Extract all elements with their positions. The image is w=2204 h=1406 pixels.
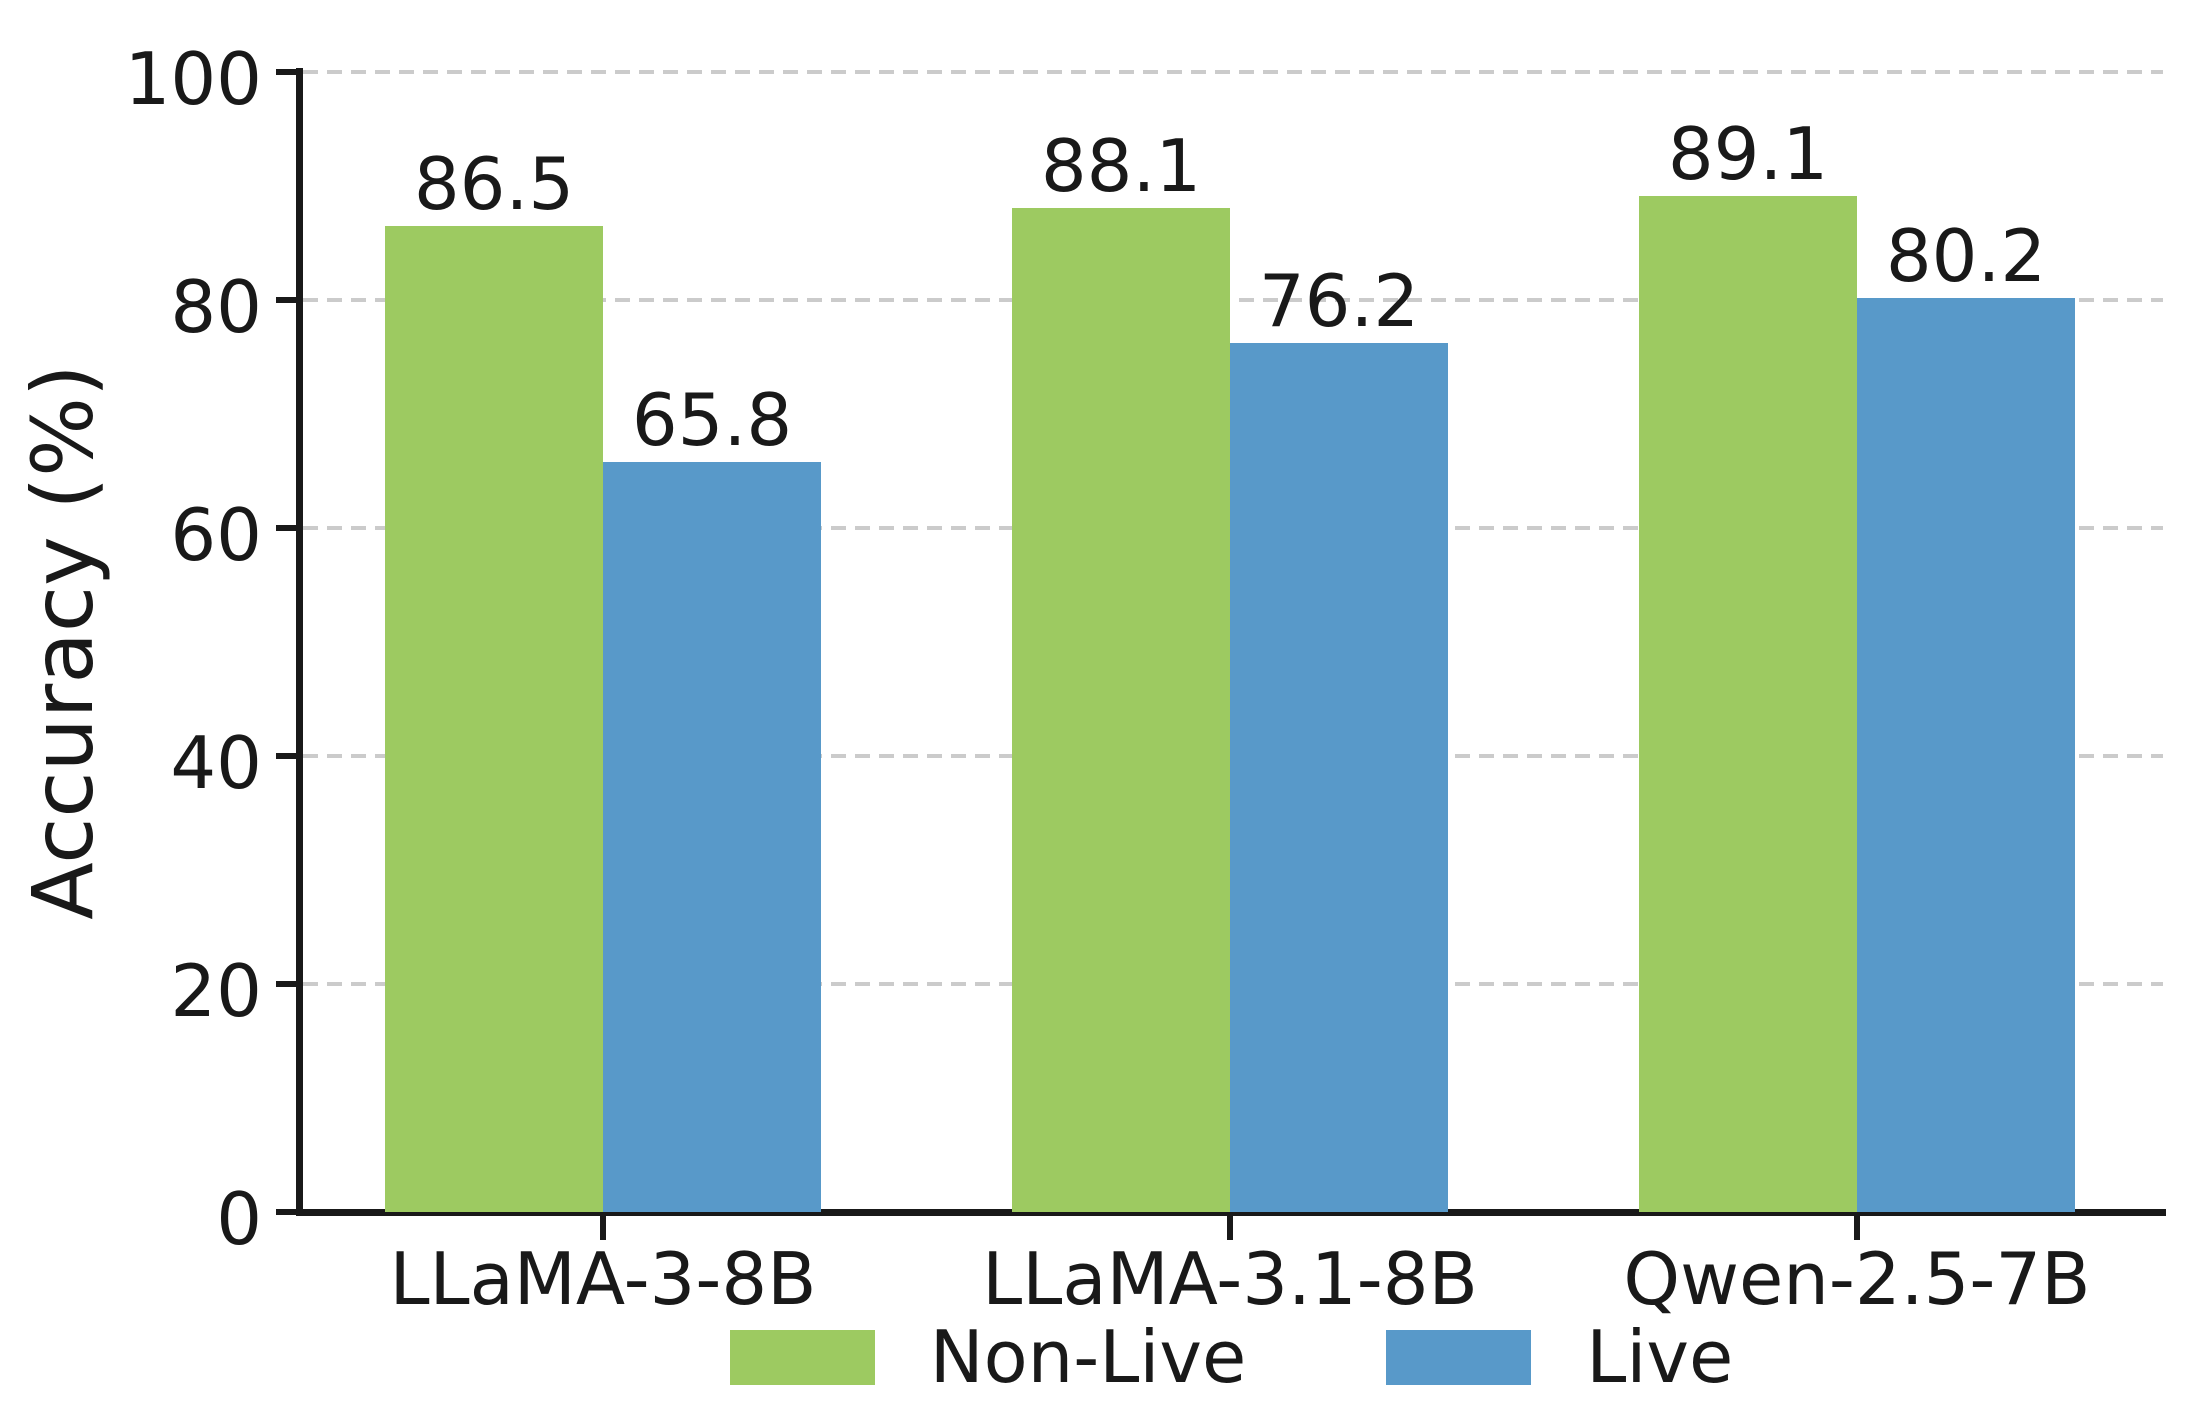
y-tick-label-20: 20 (170, 949, 262, 1033)
value-label-live-llama-3-8b: 65.8 (631, 377, 793, 462)
legend: Non-Live Live (300, 1315, 2163, 1399)
y-tick-label-100: 100 (124, 37, 262, 121)
bar-non-live-qwen-2-5-7b (1639, 196, 1857, 1212)
value-label-non-live-qwen-2-5-7b: 89.1 (1667, 112, 1829, 197)
gridline-100 (303, 70, 2163, 74)
x-tick-qwen-2-5-7b (1854, 1216, 1860, 1240)
value-label-live-llama-3-1-8b: 76.2 (1258, 259, 1420, 344)
y-axis-spine (296, 68, 303, 1216)
legend-label-non-live: Non-Live (929, 1315, 1247, 1399)
y-tick-label-60: 60 (170, 493, 262, 577)
bar-live-llama-3-1-8b (1230, 343, 1448, 1212)
x-tick-label-llama-3-8b: LLaMA-3-8B (389, 1237, 817, 1321)
value-label-live-qwen-2-5-7b: 80.2 (1885, 213, 2047, 298)
legend-item-non-live: Non-Live (729, 1315, 1247, 1399)
gridline-80 (303, 298, 2163, 302)
legend-item-live: Live (1386, 1321, 1733, 1393)
value-label-non-live-llama-3-1-8b: 88.1 (1040, 123, 1202, 208)
x-tick-label-qwen-2-5-7b: Qwen-2.5-7B (1623, 1237, 2091, 1321)
bar-non-live-llama-3-1-8b (1012, 207, 1230, 1212)
x-tick-llama-3-8b (600, 1216, 606, 1240)
y-tick-0 (276, 1209, 296, 1215)
y-tick-80 (276, 297, 296, 303)
value-label-non-live-llama-3-8b: 86.5 (413, 141, 575, 226)
y-tick-60 (276, 525, 296, 531)
x-axis-spine (296, 1209, 2166, 1216)
y-tick-40 (276, 753, 296, 759)
legend-swatch-live (1386, 1329, 1532, 1385)
y-tick-label-0: 0 (216, 1177, 262, 1261)
bar-live-llama-3-8b (603, 461, 821, 1212)
x-tick-label-llama-3-1-8b: LLaMA-3.1-8B (982, 1237, 1478, 1321)
bar-live-qwen-2-5-7b (1857, 297, 2075, 1212)
bar-non-live-llama-3-8b (385, 225, 603, 1212)
legend-swatch-non-live (729, 1329, 875, 1385)
y-tick-20 (276, 981, 296, 987)
x-tick-llama-3-1-8b (1227, 1216, 1233, 1240)
legend-label-live: Live (1586, 1315, 1734, 1399)
y-tick-label-40: 40 (170, 721, 262, 805)
y-tick-label-80: 80 (170, 265, 262, 349)
y-tick-100 (276, 69, 296, 75)
